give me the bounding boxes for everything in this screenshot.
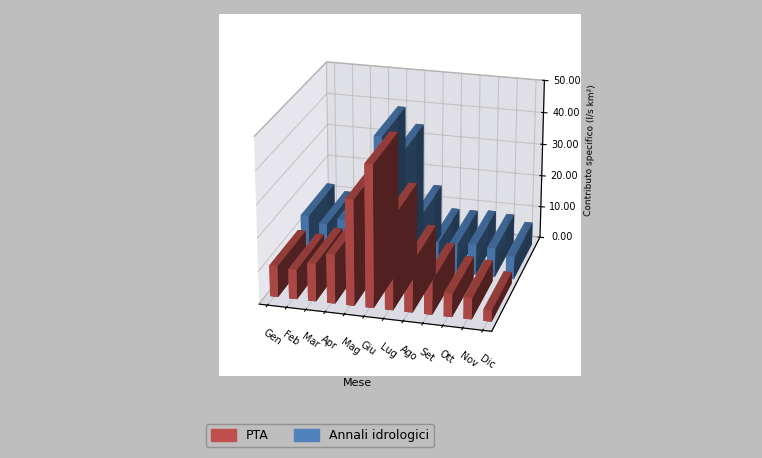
- Legend: PTA, Annali idrologici: PTA, Annali idrologici: [206, 424, 434, 447]
- X-axis label: Mese: Mese: [343, 378, 372, 388]
